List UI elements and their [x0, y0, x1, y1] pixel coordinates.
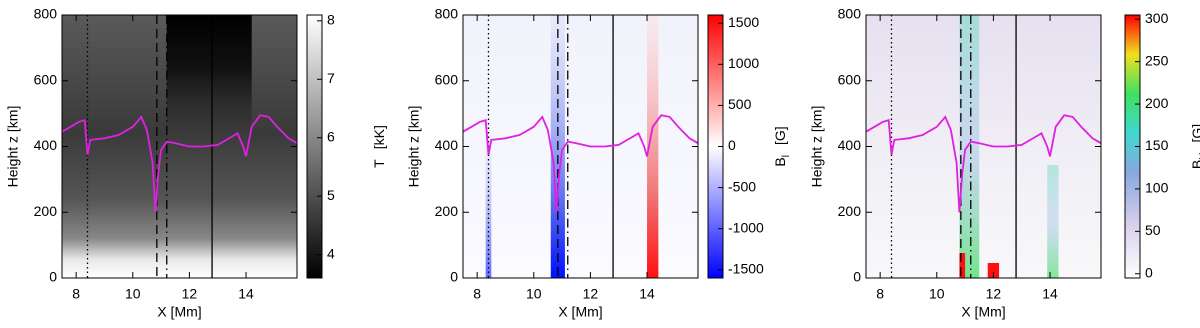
heatmap-feature [1047, 165, 1059, 278]
y-tick-label: 600 [435, 71, 459, 87]
colorbar-tick-label: 50 [1145, 222, 1161, 238]
colorbar-tick-label: 8 [327, 12, 335, 28]
tau-line [865, 114, 1102, 213]
y-tick-label: 800 [838, 6, 862, 22]
x-axis-title: X [Mm] [157, 304, 201, 320]
y-tick-label: 800 [34, 6, 58, 22]
y-axis-title: Height z [km] [406, 106, 422, 188]
colorbar-subscript: l [781, 155, 792, 157]
colorbar-tick-label: 300 [1145, 10, 1169, 26]
x-tick-label: 14 [1042, 286, 1058, 302]
colorbar-tick-label: -500 [728, 178, 756, 194]
y-tick-label: 600 [34, 71, 58, 87]
x-tick-label: 12 [583, 286, 599, 302]
x-tick-label: 8 [72, 286, 80, 302]
heatmap-feature [987, 263, 1000, 278]
y-tick-label: 200 [34, 203, 58, 219]
x-tick-label: 8 [473, 286, 481, 302]
colorbar-title: T [kK] [371, 125, 387, 168]
tau-line [61, 114, 298, 213]
panel: 8 10 12 14 0 200 400 600 800 X [Mm] Height z [km] -… [406, 6, 792, 320]
heatmap-feature [647, 15, 659, 278]
colorbar-tick-label: 4 [327, 245, 335, 261]
tau-line [462, 114, 699, 213]
y-tick-label: 0 [450, 269, 458, 285]
colorbar-symbol: B [772, 157, 788, 166]
colorbar-tick-label: 0 [1145, 264, 1153, 280]
panel: 8 10 12 14 0 200 400 600 800 X [Mm] Height z [km] 4… [5, 6, 387, 320]
y-axis-title: Height z [km] [809, 106, 825, 188]
colorbar-tick-label: 1000 [728, 55, 759, 71]
colorbar-tick-label: 5 [327, 187, 335, 203]
heatmap [866, 15, 1101, 278]
colorbar-tick-label: 7 [327, 70, 335, 86]
x-tick-label: 10 [526, 286, 542, 302]
colorbar-title: BH [G] [1189, 124, 1200, 169]
colorbar-title: Bl [G] [772, 126, 792, 166]
colorbar-tick-label: 6 [327, 128, 335, 144]
heatmap-feature [959, 15, 980, 278]
x-tick-label: 10 [929, 286, 945, 302]
y-axis-title: Height z [km] [5, 106, 21, 188]
x-tick-label: 10 [125, 286, 141, 302]
heatmap [463, 15, 698, 278]
x-tick-label: 14 [639, 286, 655, 302]
colorbar-tick-label: 150 [1145, 137, 1169, 153]
y-tick-label: 400 [435, 137, 459, 153]
colorbar-unit: [kK] [371, 125, 387, 149]
y-tick-label: 800 [435, 6, 459, 22]
y-tick-label: 200 [435, 203, 459, 219]
y-tick-label: 0 [49, 269, 57, 285]
colorbar [306, 14, 323, 279]
heatmap-feature [485, 135, 492, 278]
x-axis-title: X [Mm] [558, 304, 602, 320]
panel: 8 10 12 14 0 200 400 600 800 X [Mm] Height z [km] 0… [809, 6, 1200, 320]
x-tick-label: 12 [986, 286, 1002, 302]
colorbar-tick-label: 100 [1145, 180, 1169, 196]
colorbar-unit: [G] [1189, 124, 1200, 143]
colorbar-tick-label: 200 [1145, 95, 1169, 111]
heatmap-feature [166, 15, 252, 134]
y-tick-label: 400 [838, 137, 862, 153]
colorbar-tick-label: -1000 [728, 219, 764, 235]
colorbar-unit: [G] [772, 126, 788, 145]
x-tick-label: 8 [876, 286, 884, 302]
y-tick-label: 0 [853, 269, 861, 285]
x-tick-label: 14 [238, 286, 254, 302]
y-tick-label: 200 [838, 203, 862, 219]
colorbar-tick-label: 1500 [728, 14, 759, 30]
colorbar-symbol: B [1189, 160, 1200, 169]
colorbar-subscript: H [1198, 153, 1200, 160]
x-axis-title: X [Mm] [961, 304, 1005, 320]
colorbar-tick-label: 250 [1145, 52, 1169, 68]
heatmap-feature [959, 253, 966, 278]
y-tick-label: 600 [838, 71, 862, 87]
colorbar-tick-label: 0 [728, 137, 736, 153]
colorbar-tick-label: -1500 [728, 260, 764, 276]
colorbar-tick-label: 500 [728, 96, 752, 112]
y-tick-label: 400 [34, 137, 58, 153]
x-tick-label: 12 [182, 286, 198, 302]
colorbar-symbol: T [371, 159, 387, 168]
